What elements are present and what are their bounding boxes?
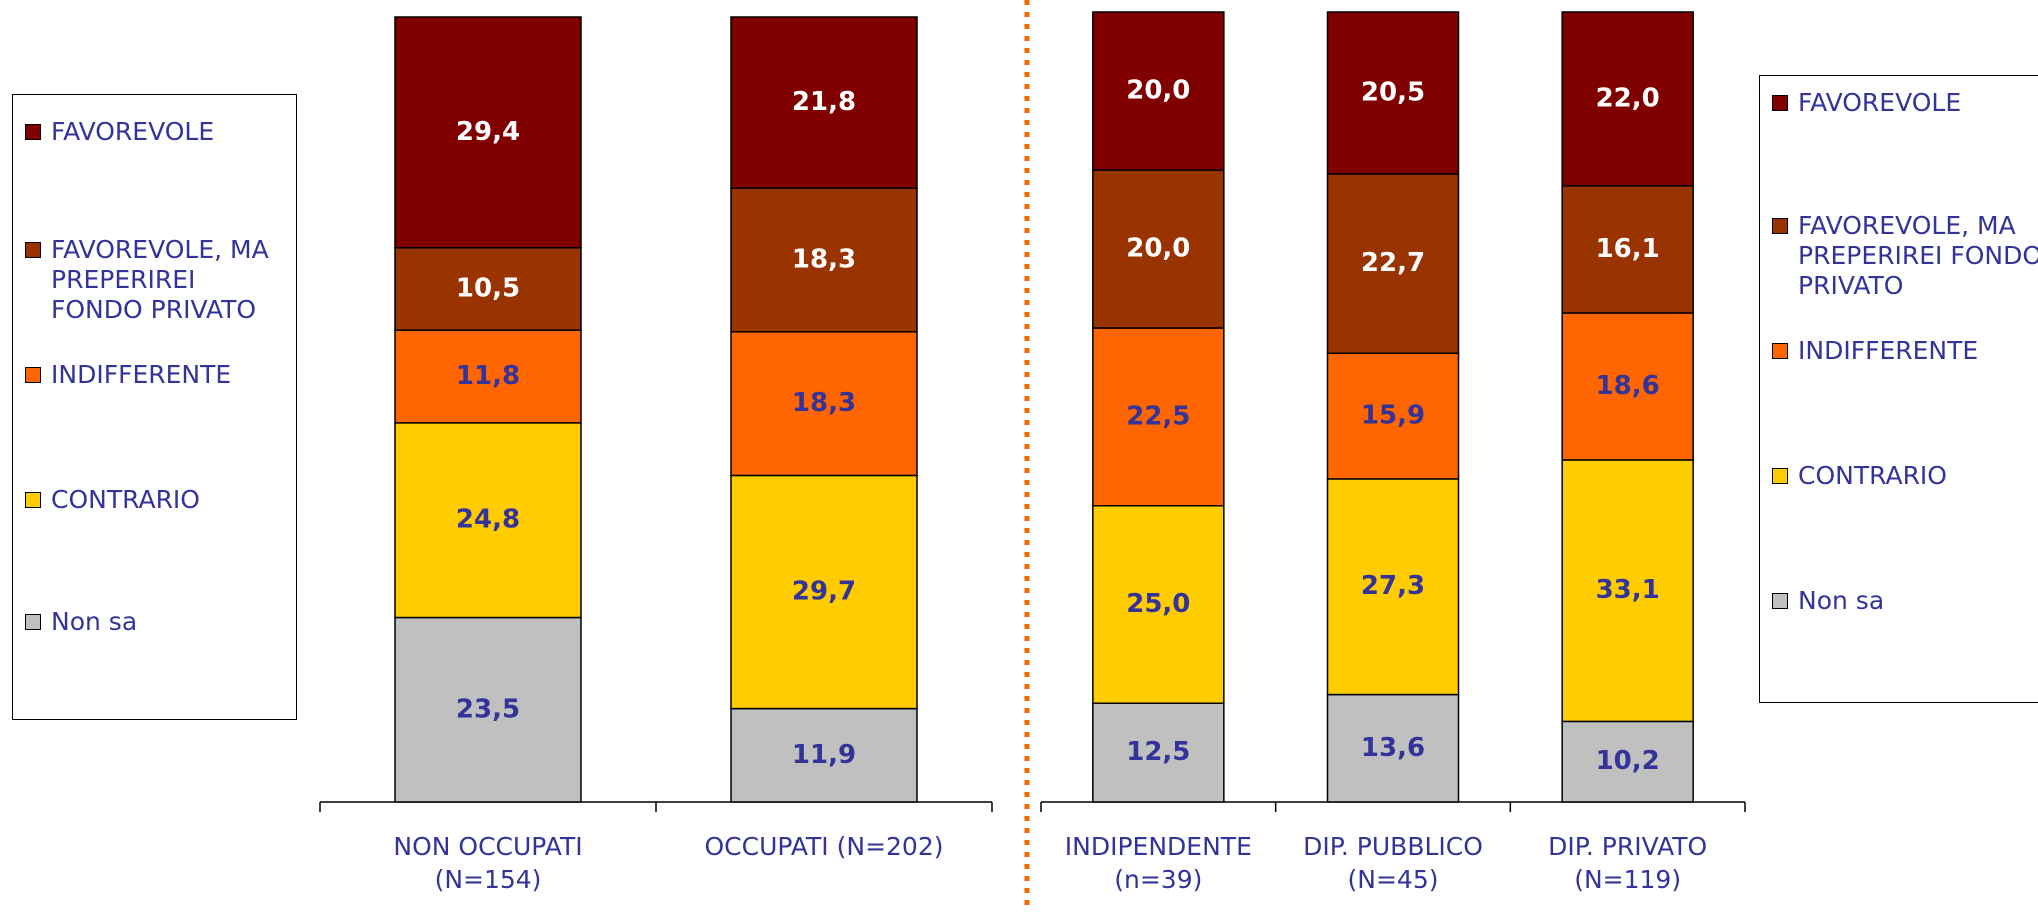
value-label: 22,5 [1126, 401, 1190, 431]
value-label: 20,0 [1126, 234, 1190, 264]
legend-item: FAVOREVOLE, MA PREPERIREI FONDO PRIVATO [1772, 211, 2038, 301]
value-label: 18,3 [792, 388, 856, 418]
value-label: 21,8 [792, 87, 856, 117]
legend-swatch [1772, 343, 1788, 359]
legend-label: FAVOREVOLE, MA PREPERIREI FONDO PRIVATO [51, 235, 269, 324]
bar-segment [394, 247, 582, 331]
legend-label: Non sa [1798, 586, 1885, 615]
legend-swatch [1772, 95, 1788, 111]
bar-segment [1326, 478, 1460, 696]
legend-item: Non sa [1772, 586, 2038, 616]
value-label: 18,3 [792, 244, 856, 274]
value-label: 11,9 [792, 740, 856, 770]
bar-segment [730, 16, 918, 189]
legend-item: INDIFFERENTE [25, 360, 290, 390]
legend-label: FAVOREVOLE [51, 117, 215, 146]
legend-item: FAVOREVOLE, MA PREPERIREI FONDO PRIVATO [25, 235, 290, 325]
value-label: 11,8 [456, 361, 520, 391]
legend-swatch [25, 367, 41, 383]
value-label: 25,0 [1126, 589, 1190, 619]
legend-swatch [25, 242, 41, 258]
bar-segment [1092, 11, 1225, 171]
bar-segment [730, 707, 918, 803]
value-label: 12,5 [1126, 737, 1190, 767]
bar-segment [394, 616, 582, 803]
value-label: 27,3 [1361, 571, 1425, 601]
legend-item: CONTRARIO [1772, 461, 2038, 491]
legend-label: FAVOREVOLE [1798, 88, 1962, 117]
legend-label: FAVOREVOLE, MA PREPERIREI FONDO PRIVATO [1798, 211, 2038, 300]
x-tick-label: INDIPENDENTE (n=39) [1064, 832, 1252, 894]
bar-segment [394, 422, 582, 619]
bar-segment [394, 329, 582, 424]
value-label: 15,9 [1361, 401, 1425, 431]
value-label: 24,8 [456, 505, 520, 535]
legend: Non sa CONTRARIO INDIFFERENTE FAVOREVOLE, M… [12, 94, 297, 720]
value-label: 16,1 [1596, 234, 1660, 264]
legend-item: FAVOREVOLE [1772, 88, 2038, 118]
value-label: 20,5 [1361, 77, 1425, 107]
bar-segment [1326, 352, 1460, 480]
x-tick-label: DIP. PUBBLICO (N=45) [1303, 832, 1483, 894]
legend-label: Non sa [51, 607, 138, 636]
value-label: 18,6 [1596, 371, 1660, 401]
legend-swatch [25, 124, 41, 140]
bar-segment [1092, 169, 1225, 329]
value-label: 33,1 [1596, 575, 1660, 605]
bar-segment [1092, 505, 1225, 704]
legend-swatch [1772, 468, 1788, 484]
legend-label: INDIFFERENTE [51, 360, 232, 389]
value-label: 20,0 [1126, 76, 1190, 106]
legend-swatch [1772, 593, 1788, 609]
bar-segment [1561, 720, 1694, 803]
bar-segment [1326, 173, 1460, 355]
legend-label: INDIFFERENTE [1798, 336, 1979, 365]
legend: Non sa CONTRARIO INDIFFERENTE FAVOREVOLE, M… [1759, 75, 2038, 703]
legend-item: FAVOREVOLE [25, 117, 290, 147]
bar-segment [1561, 459, 1694, 723]
bar-segment [1326, 11, 1460, 175]
bar-segment [1092, 327, 1225, 507]
value-label: 22,0 [1596, 83, 1660, 113]
bar-segment [730, 474, 918, 710]
x-tick-label: OCCUPATI (N=202) [704, 832, 944, 861]
value-label: 22,7 [1361, 248, 1425, 278]
value-label: 23,5 [456, 694, 520, 724]
legend-label: CONTRARIO [51, 485, 200, 514]
bar-segment [1561, 312, 1694, 461]
legend-swatch [1772, 218, 1788, 234]
legend-item: CONTRARIO [25, 485, 290, 515]
value-label: 10,5 [456, 274, 520, 304]
legend-label: CONTRARIO [1798, 461, 1947, 490]
value-label: 29,7 [792, 577, 856, 607]
legend-item: Non sa [25, 607, 290, 637]
legend-swatch [25, 614, 41, 630]
bar-segment [1561, 185, 1694, 314]
legend-swatch [25, 492, 41, 508]
bar-segment [730, 187, 918, 333]
value-label: 10,2 [1596, 746, 1660, 776]
bar-segment [1326, 693, 1460, 803]
x-tick-label: NON OCCUPATI (N=154) [393, 832, 583, 894]
bar-segment [1561, 11, 1694, 187]
bar-segment [394, 16, 582, 249]
value-label: 29,4 [456, 117, 520, 147]
bar-segment [1092, 702, 1225, 803]
x-tick-label: DIP. PRIVATO (N=119) [1548, 832, 1708, 894]
value-label: 13,6 [1361, 733, 1425, 763]
legend-item: INDIFFERENTE [1772, 336, 2038, 366]
